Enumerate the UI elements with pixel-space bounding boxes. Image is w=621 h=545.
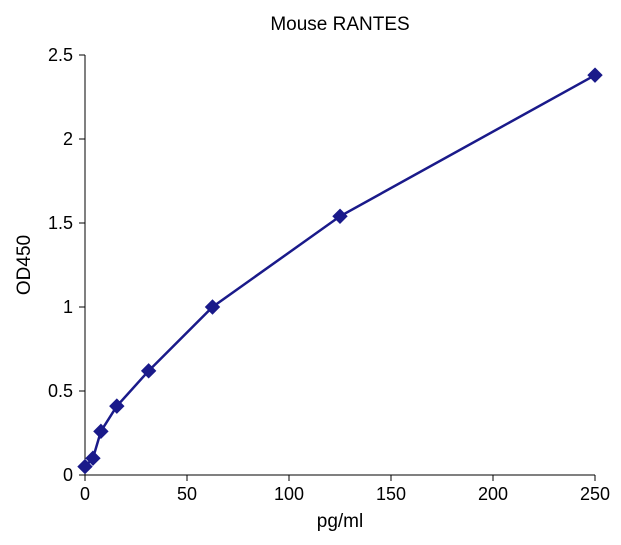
y-tick-label: 2.5 [48, 45, 73, 65]
y-axis-label: OD450 [14, 235, 35, 295]
y-tick-label: 0 [63, 465, 73, 485]
x-tick-label: 100 [274, 484, 304, 504]
x-tick-label: 250 [580, 484, 610, 504]
chart-title: Mouse RANTES [270, 14, 409, 35]
data-line [85, 75, 595, 466]
x-tick-label: 150 [376, 484, 406, 504]
y-tick-label: 1.5 [48, 213, 73, 233]
data-marker [94, 424, 108, 438]
x-tick-label: 200 [478, 484, 508, 504]
data-marker [588, 68, 602, 82]
chart-svg: Mouse RANTES 0 50 100 150 200 250 0 0.5 1 1.5 2 2.5 p… [0, 0, 621, 545]
y-tick-label: 0.5 [48, 381, 73, 401]
chart-container: Mouse RANTES 0 50 100 150 200 250 0 0.5 1 1.5 2 2.5 p… [0, 0, 621, 545]
x-tick-label: 50 [177, 484, 197, 504]
x-axis-label: pg/ml [317, 511, 363, 532]
y-tick-label: 2 [63, 129, 73, 149]
x-tick-label: 0 [80, 484, 90, 504]
y-tick-label: 1 [63, 297, 73, 317]
